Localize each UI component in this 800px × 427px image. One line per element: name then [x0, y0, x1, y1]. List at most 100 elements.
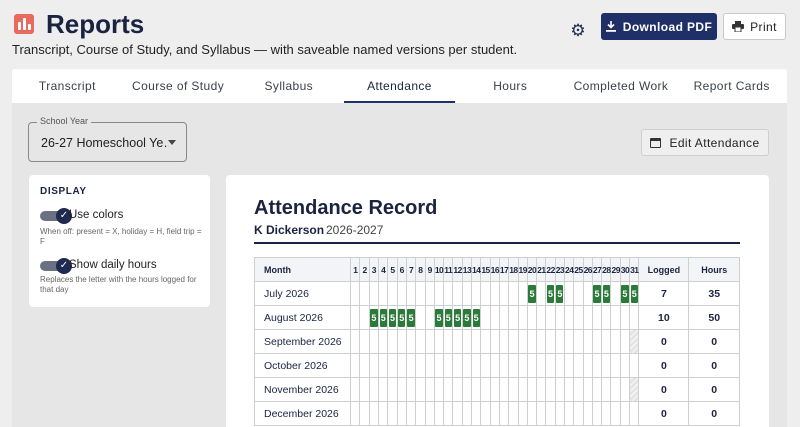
day-cell[interactable]: [405, 377, 417, 402]
day-cell[interactable]: [545, 377, 556, 402]
day-cell[interactable]: [619, 305, 631, 330]
day-cell[interactable]: [536, 401, 547, 426]
day-cell[interactable]: [498, 353, 510, 378]
day-cell[interactable]: [359, 305, 370, 330]
day-cell[interactable]: [508, 329, 519, 354]
day-cell[interactable]: [610, 329, 621, 354]
day-cell[interactable]: [591, 377, 603, 402]
day-cell[interactable]: [536, 353, 547, 378]
day-cell[interactable]: [480, 353, 491, 378]
tab-completed-work[interactable]: Completed Work: [573, 79, 669, 93]
day-cell[interactable]: 5: [443, 305, 454, 330]
day-cell[interactable]: [582, 305, 593, 330]
day-cell[interactable]: [517, 305, 528, 330]
day-cell[interactable]: [591, 305, 603, 330]
day-cell[interactable]: [610, 353, 621, 378]
show-daily-hours-toggle[interactable]: ✓: [40, 258, 72, 274]
day-cell[interactable]: [526, 377, 538, 402]
day-cell[interactable]: [359, 353, 370, 378]
day-cell[interactable]: [582, 353, 593, 378]
day-cell[interactable]: [424, 377, 435, 402]
school-year-select[interactable]: School Year 26-27 Homeschool Ye…: [28, 116, 187, 162]
day-cell[interactable]: [359, 377, 370, 402]
day-cell[interactable]: [378, 329, 389, 354]
day-cell[interactable]: [508, 353, 519, 378]
day-cell[interactable]: [433, 281, 445, 306]
day-cell[interactable]: 5: [554, 281, 566, 306]
day-cell[interactable]: [517, 329, 528, 354]
day-cell[interactable]: [368, 329, 380, 354]
day-cell[interactable]: [517, 281, 528, 306]
day-cell[interactable]: 5: [619, 281, 631, 306]
day-cell[interactable]: [573, 281, 584, 306]
day-cell[interactable]: [582, 401, 593, 426]
day-cell[interactable]: [350, 329, 361, 354]
day-cell[interactable]: [387, 281, 398, 306]
day-cell[interactable]: [489, 281, 500, 306]
day-cell[interactable]: 5: [470, 305, 482, 330]
day-cell[interactable]: [470, 377, 482, 402]
day-cell[interactable]: [359, 401, 370, 426]
day-cell[interactable]: 5: [405, 305, 417, 330]
day-cell[interactable]: [610, 281, 621, 306]
tab-transcript[interactable]: Transcript: [38, 79, 96, 93]
day-cell[interactable]: [452, 377, 463, 402]
day-cell[interactable]: [396, 329, 407, 354]
day-cell[interactable]: [498, 377, 510, 402]
day-cell[interactable]: [554, 377, 566, 402]
day-cell[interactable]: 5: [601, 281, 612, 306]
day-cell[interactable]: [554, 329, 566, 354]
day-cell[interactable]: [443, 353, 454, 378]
day-cell[interactable]: [387, 353, 398, 378]
day-cell[interactable]: [396, 377, 407, 402]
day-cell[interactable]: [619, 401, 631, 426]
day-cell[interactable]: [452, 353, 463, 378]
day-cell[interactable]: [619, 377, 631, 402]
day-cell[interactable]: [545, 401, 556, 426]
day-cell[interactable]: [498, 329, 510, 354]
day-cell[interactable]: [443, 329, 454, 354]
day-cell[interactable]: [601, 305, 612, 330]
day-cell[interactable]: [601, 401, 612, 426]
day-cell[interactable]: [508, 377, 519, 402]
edit-attendance-button[interactable]: Edit Attendance: [641, 129, 769, 156]
day-cell[interactable]: [470, 329, 482, 354]
day-cell[interactable]: [405, 401, 417, 426]
day-cell[interactable]: [629, 305, 640, 330]
day-cell[interactable]: 5: [387, 305, 398, 330]
day-cell[interactable]: [545, 353, 556, 378]
day-cell[interactable]: [480, 401, 491, 426]
day-cell[interactable]: [526, 329, 538, 354]
day-cell[interactable]: [489, 353, 500, 378]
day-cell[interactable]: [461, 329, 473, 354]
day-cell[interactable]: [619, 329, 631, 354]
day-cell[interactable]: [545, 305, 556, 330]
day-cell[interactable]: [563, 305, 575, 330]
day-cell[interactable]: [452, 401, 463, 426]
day-cell[interactable]: [563, 329, 575, 354]
day-cell[interactable]: [517, 377, 528, 402]
day-cell[interactable]: [470, 353, 482, 378]
day-cell[interactable]: [350, 281, 361, 306]
day-cell[interactable]: [610, 401, 621, 426]
day-cell[interactable]: [368, 401, 380, 426]
day-cell[interactable]: [359, 281, 370, 306]
day-cell[interactable]: [424, 329, 435, 354]
day-cell[interactable]: [526, 305, 538, 330]
day-cell[interactable]: [563, 377, 575, 402]
day-cell[interactable]: [480, 377, 491, 402]
day-cell[interactable]: [573, 329, 584, 354]
day-cell[interactable]: [415, 281, 426, 306]
day-cell[interactable]: [601, 329, 612, 354]
day-cell[interactable]: [591, 353, 603, 378]
day-cell[interactable]: [415, 353, 426, 378]
day-cell[interactable]: [582, 377, 593, 402]
day-cell[interactable]: [536, 329, 547, 354]
day-cell[interactable]: 5: [526, 281, 538, 306]
day-cell[interactable]: [350, 353, 361, 378]
day-cell[interactable]: [387, 329, 398, 354]
day-cell[interactable]: [573, 377, 584, 402]
day-cell[interactable]: [601, 377, 612, 402]
day-cell[interactable]: [405, 281, 417, 306]
day-cell[interactable]: [415, 401, 426, 426]
